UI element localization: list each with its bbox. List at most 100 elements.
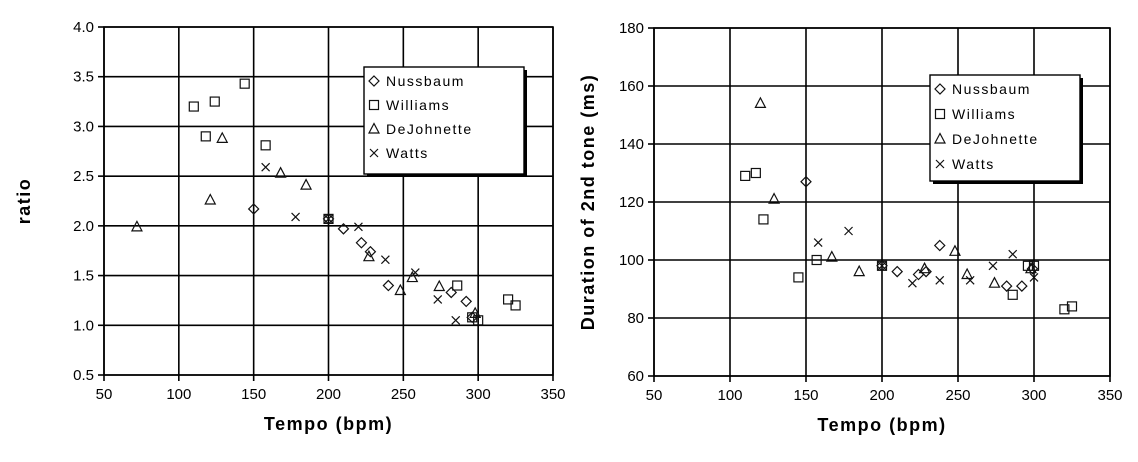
data-point [451,315,461,325]
legend: Nussbaum Williams DeJohnette Watts [363,66,527,177]
legend-label: Nussbaum [386,73,465,89]
data-point [473,315,484,326]
y-tick-label: 1.5 [73,268,94,285]
data-point [382,279,395,292]
legend-label: Williams [952,106,1016,122]
legend-label: DeJohnette [386,121,473,137]
data-point [200,131,211,142]
data-point [130,220,143,232]
x-tick-label: 350 [540,386,565,403]
data-point [452,280,463,291]
data-point [260,140,271,151]
y-tick-label: 100 [619,252,644,269]
y-tick-label: 3.0 [73,118,94,135]
data-point [354,222,363,232]
legend-label: DeJohnette [952,131,1039,147]
legend-marker-square [934,108,946,120]
series-nussbaum [800,175,1039,292]
legend-label: Williams [386,97,450,113]
data-point [844,226,853,236]
data-point [920,265,932,278]
x-tick-label: 350 [1097,387,1122,404]
legend-box [929,74,1081,182]
data-point [907,278,917,288]
x-tick-label: 200 [316,386,341,403]
data-point [510,300,521,311]
y-axis-title: ratio [14,178,34,225]
y-tick-label: 2.0 [73,218,94,235]
legend-label: Watts [386,145,429,161]
data-point [364,245,377,258]
legend-label: Nussbaum [952,81,1031,97]
plot-area [103,26,554,376]
legend-marker-diamond [934,83,946,95]
data-point [247,203,260,215]
data-point [1029,272,1039,282]
data-point [1008,249,1018,259]
data-point [337,222,350,235]
data-point [188,101,199,112]
data-point [406,270,419,283]
series-williams [740,167,1078,315]
legend-marker-x [935,159,945,169]
data-point [355,236,368,249]
data-point [758,214,769,225]
data-point [876,260,888,271]
x-tick-label: 300 [1021,387,1046,404]
plot-area [653,27,1111,377]
data-point [933,239,946,252]
legend-marker-diamond [368,75,380,87]
data-point [935,275,945,285]
y-tick-label: 60 [627,368,644,385]
data-point [800,175,812,188]
data-point [948,244,961,256]
y-axis-title: Duration of 2nd tone (ms) [578,74,598,331]
data-point [433,295,443,304]
y-tick-label: 4.0 [73,19,94,36]
data-point [918,261,931,274]
x-axis-title: Tempo (bpm) [817,415,946,435]
data-point [291,212,300,222]
series-dejohnette [130,131,482,318]
series-watts [813,226,1039,288]
data-point [410,268,420,278]
y-tick-label: 160 [619,78,644,95]
data-point [209,96,220,107]
x-tick-label: 100 [717,387,742,404]
data-point [961,267,974,280]
series-nussbaum [247,203,479,324]
y-tick-label: 2.5 [73,168,94,185]
legend-label: Watts [952,156,995,172]
data-point [768,192,781,204]
y-tick-label: 0.5 [73,367,94,384]
data-point [394,283,407,296]
data-point [300,178,313,190]
x-tick-label: 50 [96,386,113,403]
data-point [503,294,514,305]
x-tick-label: 250 [391,386,416,403]
x-tick-label: 100 [166,386,191,403]
data-point [988,276,1001,288]
data-point [811,254,822,266]
data-point [877,261,887,271]
data-point [445,286,458,299]
legend-box [363,66,525,175]
data-point [1059,304,1070,315]
data-point [380,255,390,265]
y-tick-label: 80 [627,310,644,327]
data-point [261,162,271,172]
data-point [239,78,250,89]
data-point [216,131,229,143]
data-point [813,238,823,248]
y-tick-label: 140 [619,136,644,153]
x-tick-label: 50 [646,387,663,404]
data-point [965,275,975,285]
x-tick-label: 250 [945,387,970,404]
data-point [793,272,804,283]
data-point [1015,280,1028,292]
y-tick-label: 3.5 [73,69,94,86]
series-watts [261,162,461,325]
legend-marker-x [369,148,379,158]
data-point [750,167,761,179]
